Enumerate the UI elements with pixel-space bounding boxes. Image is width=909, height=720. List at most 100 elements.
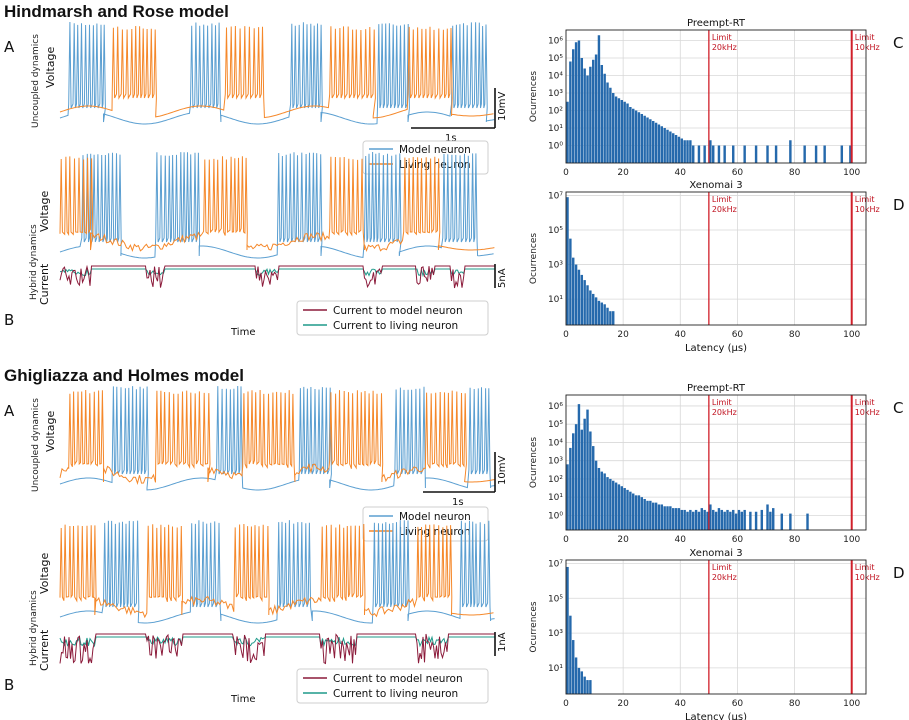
histogram-bar bbox=[677, 136, 681, 163]
histogram-bar bbox=[734, 513, 738, 530]
bottom-legend-current-model: Current to model neuron bbox=[333, 673, 463, 685]
histogram-bar bbox=[569, 61, 572, 163]
histogram-bar bbox=[614, 482, 618, 530]
histogram-bar bbox=[634, 495, 638, 530]
histogram-bar bbox=[569, 615, 572, 694]
histogram-bar bbox=[620, 100, 624, 163]
histogram-bar bbox=[603, 473, 606, 530]
panel-letter: D bbox=[893, 564, 905, 582]
histogram-bar bbox=[589, 431, 592, 530]
histogram-bar bbox=[643, 115, 646, 163]
y-tick-label: 10⁰ bbox=[548, 511, 563, 521]
histogram-bar bbox=[840, 145, 844, 163]
histogram-title: Preempt-RT bbox=[687, 383, 746, 394]
histogram-bar bbox=[583, 418, 586, 530]
histogram-bar bbox=[577, 40, 581, 163]
top-legend-current: Current to model neuron Current to livin… bbox=[296, 300, 489, 336]
histogram-bar bbox=[614, 96, 618, 163]
histogram-bar bbox=[712, 145, 715, 163]
histogram-bar bbox=[814, 145, 818, 163]
y-tick-label: 10⁵ bbox=[548, 226, 563, 236]
x-tick-label: 80 bbox=[789, 168, 801, 178]
limit-frequency: 20kHz bbox=[712, 573, 737, 582]
histogram-bar bbox=[654, 502, 658, 530]
limit-frequency: 20kHz bbox=[712, 205, 737, 214]
limit-frequency: 10kHz bbox=[855, 205, 880, 214]
x-tick-label: 100 bbox=[843, 330, 860, 340]
bottom-current-traces bbox=[59, 633, 495, 665]
bottom-legend-living-neuron: Living neuron bbox=[399, 526, 471, 538]
histogram-bar bbox=[574, 424, 578, 530]
histogram-bar bbox=[689, 140, 692, 163]
histogram-bar bbox=[849, 145, 852, 163]
y-tick-label: 10³ bbox=[548, 457, 563, 467]
histogram-title: Xenomai 3 bbox=[689, 548, 742, 559]
histogram-bar bbox=[569, 238, 572, 325]
histogram-bar bbox=[603, 304, 606, 325]
histogram-bar bbox=[789, 513, 792, 530]
top-scale-time: 1s bbox=[445, 133, 457, 144]
histogram-bar bbox=[592, 59, 595, 163]
x-tick-label: 100 bbox=[843, 699, 860, 709]
living-neuron-trace bbox=[59, 523, 494, 619]
bottom-current-label: Current bbox=[38, 629, 51, 671]
limit-label: Limit bbox=[855, 563, 875, 572]
top-legend-model-neuron: Model neuron bbox=[399, 144, 471, 156]
bottom-scalebar-b: 1nA bbox=[494, 632, 508, 656]
top-time-label: Time bbox=[230, 327, 255, 338]
plot-frame bbox=[565, 394, 867, 531]
y-axis-label: Ocurrences bbox=[529, 71, 539, 123]
histogram-bar bbox=[626, 489, 629, 530]
y-tick-label: 10² bbox=[548, 475, 563, 485]
histogram-bar bbox=[652, 121, 655, 163]
bottom-time-label: Time bbox=[230, 694, 255, 705]
y-tick-label: 10⁵ bbox=[548, 420, 563, 430]
bottom-hybrid-label: Hybrid dynamics bbox=[29, 590, 39, 666]
histogram-title: Xenomai 3 bbox=[689, 180, 742, 191]
top-legend-current-model: Current to model neuron bbox=[333, 305, 463, 317]
x-tick-label: 40 bbox=[675, 699, 687, 709]
histogram-bar bbox=[680, 138, 684, 163]
histogram-bar bbox=[672, 508, 675, 530]
histogram-bar bbox=[720, 509, 724, 530]
histogram-bar bbox=[654, 122, 658, 163]
limit-label: Limit bbox=[855, 398, 875, 407]
current-model-trace bbox=[59, 264, 495, 289]
limit-label: Limit bbox=[855, 195, 875, 204]
histogram-bar bbox=[617, 484, 621, 530]
histogram-bar bbox=[754, 145, 758, 163]
histogram-bar bbox=[623, 488, 626, 530]
histogram-bar bbox=[709, 504, 712, 530]
y-tick-label: 10² bbox=[548, 107, 563, 117]
bottom-uncoupled-traces bbox=[59, 385, 495, 491]
bottom-letter-a: A bbox=[4, 402, 15, 420]
top-scalebar-a: 1s 10mV bbox=[411, 88, 508, 144]
limit-frequency: 10kHz bbox=[855, 573, 880, 582]
x-axis-label: Latency (µs) bbox=[685, 343, 747, 354]
histogram-bar bbox=[600, 302, 604, 325]
histogram-bar bbox=[806, 513, 809, 530]
top-uncoupled-label: Uncoupled dynamics bbox=[31, 34, 41, 128]
histogram-bar bbox=[732, 145, 735, 163]
histogram-title: Preempt-RT bbox=[687, 18, 746, 29]
histogram-bar bbox=[686, 140, 689, 163]
histogram-bar bbox=[700, 508, 704, 530]
histogram-bar bbox=[709, 140, 712, 163]
x-tick-label: 60 bbox=[732, 699, 744, 709]
current-living-trace bbox=[60, 267, 495, 278]
histogram-bar bbox=[686, 511, 689, 530]
histogram-bar bbox=[574, 657, 578, 694]
histogram-bar bbox=[592, 293, 595, 325]
x-tick-label: 40 bbox=[675, 535, 687, 545]
living-neuron-trace bbox=[59, 25, 494, 119]
histogram-bar bbox=[589, 680, 592, 694]
bottom-letter-b: B bbox=[4, 676, 14, 694]
top-voltage-label-b: Voltage bbox=[38, 191, 51, 232]
top-current-label: Current bbox=[38, 263, 51, 305]
bottom-voltage-label-b: Voltage bbox=[38, 553, 51, 594]
histogram-bar bbox=[566, 197, 569, 325]
histogram-bar bbox=[572, 257, 575, 325]
